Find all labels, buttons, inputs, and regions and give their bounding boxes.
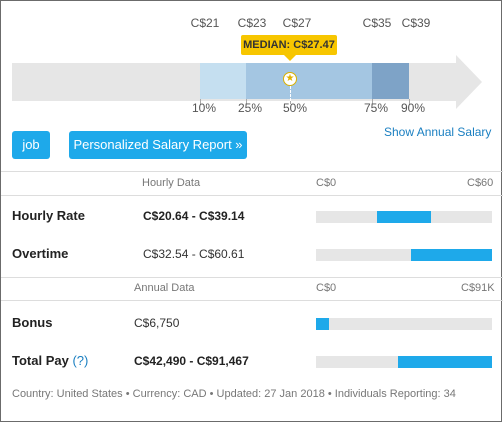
overtime-label: Overtime	[12, 246, 69, 261]
pct-bottom-label: 25%	[237, 101, 263, 115]
total-pay-bar-fill	[397, 356, 492, 368]
star-icon: ★	[283, 72, 297, 86]
median-badge: MEDIAN: C$27.47	[241, 35, 337, 55]
overtime-bar	[316, 249, 492, 261]
bonus-value: C$6,750	[134, 316, 180, 330]
pct-bottom-label: 90%	[400, 101, 426, 115]
pct-tick	[290, 99, 291, 104]
pct-bottom-label: 50%	[282, 101, 308, 115]
footer-meta: Country: United States • Currency: CAD •…	[12, 388, 456, 400]
hourly-rate-bar-fill	[376, 211, 431, 223]
divider	[1, 195, 503, 196]
hourly-rate-bar	[316, 211, 492, 223]
show-annual-salary-link[interactable]: Show Annual Salary	[384, 125, 492, 139]
pct-tick	[409, 99, 410, 104]
annual-scale-min: C$0	[316, 282, 337, 294]
divider	[1, 300, 503, 301]
pct-bottom-label: 75%	[363, 101, 389, 115]
annual-scale-max: C$91K	[461, 282, 495, 294]
pct-top-label: C$27	[282, 16, 312, 30]
bonus-bar	[316, 318, 492, 330]
divider	[1, 171, 503, 172]
overtime-value: C$32.54 - C$60.61	[143, 247, 245, 261]
bonus-bar-fill	[316, 318, 329, 330]
band-75-90	[372, 63, 409, 99]
total-pay-help-link[interactable]: (?)	[72, 353, 89, 368]
band-25-75	[246, 63, 372, 99]
total-pay-label-text: Total Pay	[12, 353, 69, 368]
pct-tick	[372, 99, 373, 104]
divider	[1, 277, 503, 278]
pct-top-label: C$23	[237, 16, 267, 30]
annual-data-header: Annual Data	[134, 282, 195, 294]
pct-bottom-label: 10%	[191, 101, 217, 115]
pct-top-label: C$39	[401, 16, 431, 30]
hourly-rate-label: Hourly Rate	[12, 208, 85, 223]
pct-tick	[200, 99, 201, 104]
pct-tick	[246, 99, 247, 104]
salary-report-button[interactable]: Personalized Salary Report »	[69, 131, 247, 159]
total-pay-bar	[316, 356, 492, 368]
bonus-label: Bonus	[12, 315, 53, 330]
median-badge-pointer	[284, 55, 296, 61]
overtime-bar-fill	[411, 249, 492, 261]
hourly-data-header: Hourly Data	[142, 177, 201, 189]
total-pay-label: Total Pay (?)	[12, 353, 88, 368]
total-pay-value: C$42,490 - C$91,467	[134, 354, 249, 368]
band-10-25	[200, 63, 246, 99]
pct-top-label: C$21	[190, 16, 220, 30]
hourly-scale-max: C$60	[467, 177, 494, 189]
hourly-rate-value: C$20.64 - C$39.14	[143, 209, 245, 223]
job-button[interactable]: job	[12, 131, 50, 159]
median-line	[290, 86, 291, 101]
hourly-scale-min: C$0	[316, 177, 337, 189]
pct-top-label: C$35	[362, 16, 392, 30]
